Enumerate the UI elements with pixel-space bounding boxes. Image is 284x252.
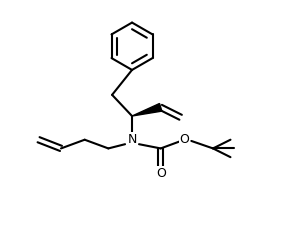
- Text: O: O: [179, 133, 189, 146]
- Text: N: N: [127, 133, 137, 146]
- Text: O: O: [156, 167, 166, 180]
- Polygon shape: [132, 104, 162, 116]
